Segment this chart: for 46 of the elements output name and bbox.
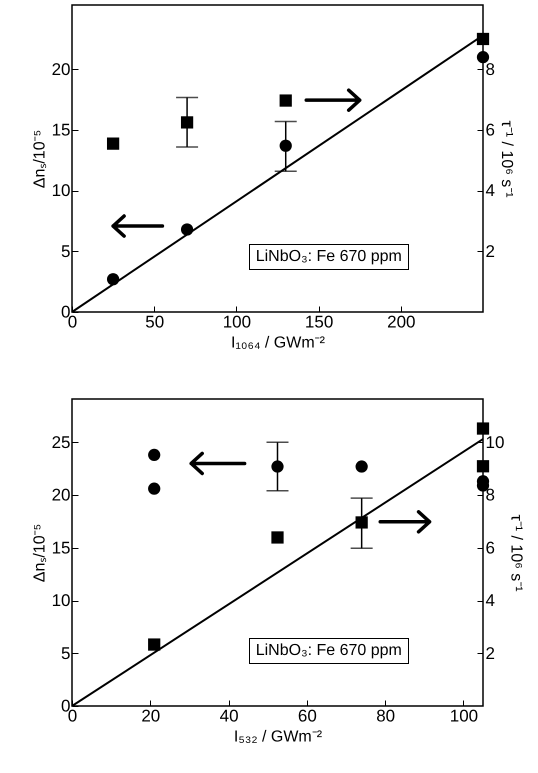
- y-tick-label: 15: [52, 120, 70, 140]
- x-tick-label: 40: [220, 706, 239, 726]
- y-tick-label: 15: [52, 538, 70, 558]
- point: [148, 448, 160, 462]
- x-tick-label: 80: [376, 706, 396, 726]
- x-tick-label: 20: [141, 706, 160, 726]
- x-tick-label: 100: [222, 312, 252, 332]
- x-axis-title: I₁₀₆₄ / GWm⁻²: [230, 334, 326, 352]
- x-tick-label: 50: [145, 312, 164, 332]
- point: [476, 51, 490, 64]
- point: [476, 460, 490, 472]
- x-tick-label: 200: [387, 312, 416, 332]
- annotation: LiNbO₃: Fe 670 ppm: [248, 638, 409, 664]
- y2-tick-label: 10: [486, 432, 504, 452]
- y2-axis-title: τ⁻¹ / 10⁶ s⁻¹: [507, 514, 524, 592]
- point: [280, 94, 292, 107]
- annotation: LiNbO₃: Fe 670 ppm: [248, 244, 409, 270]
- y-tick-label: 25: [52, 432, 70, 452]
- point: [476, 422, 490, 435]
- y-tick-label: 10: [52, 591, 70, 610]
- point: [148, 482, 160, 495]
- y2-tick-label: 2: [486, 644, 495, 663]
- y2-tick-label: 2: [486, 242, 495, 261]
- x-axis-title: I₅₃₂ / GWm⁻²: [234, 728, 323, 746]
- point: [148, 638, 160, 651]
- x-tick-label: 60: [298, 706, 317, 726]
- y2-tick-label: 4: [486, 181, 495, 200]
- y-axis-title: Δnₛ/10⁻⁵: [32, 130, 49, 188]
- y2-tick-label: 8: [486, 486, 495, 505]
- point: [106, 138, 120, 150]
- point: [476, 32, 490, 46]
- y2-tick-label: 8: [486, 60, 495, 79]
- x-tick-label: 150: [304, 312, 334, 332]
- point: [356, 460, 368, 473]
- y-tick-label: 10: [52, 181, 70, 200]
- y-axis-title: Δnₛ/10⁻⁵: [32, 524, 49, 582]
- y-tick-label: 5: [61, 644, 70, 663]
- y-tick-label: 20: [52, 60, 70, 79]
- y-tick-label: 5: [61, 242, 70, 261]
- y2-axis-title: τ⁻¹ / 10⁶ s⁻¹: [498, 120, 515, 198]
- y-tick-label: 20: [52, 486, 70, 505]
- point: [271, 531, 284, 544]
- y2-tick-label: 6: [486, 120, 495, 140]
- y2-tick-label: 4: [486, 591, 495, 610]
- x-tick-label: 100: [450, 706, 478, 726]
- y2-tick-label: 6: [486, 538, 495, 558]
